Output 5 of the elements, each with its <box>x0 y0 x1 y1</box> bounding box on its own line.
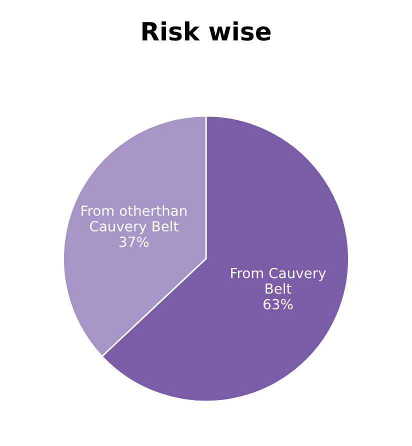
slice-label: From Cauvery Belt <box>231 268 326 294</box>
chart-title: Risk wise <box>142 21 271 41</box>
data-label: 37% <box>120 236 149 248</box>
data-label: 63% <box>264 298 293 310</box>
slice-label: From otherthan Cauvery Belt <box>82 205 186 234</box>
